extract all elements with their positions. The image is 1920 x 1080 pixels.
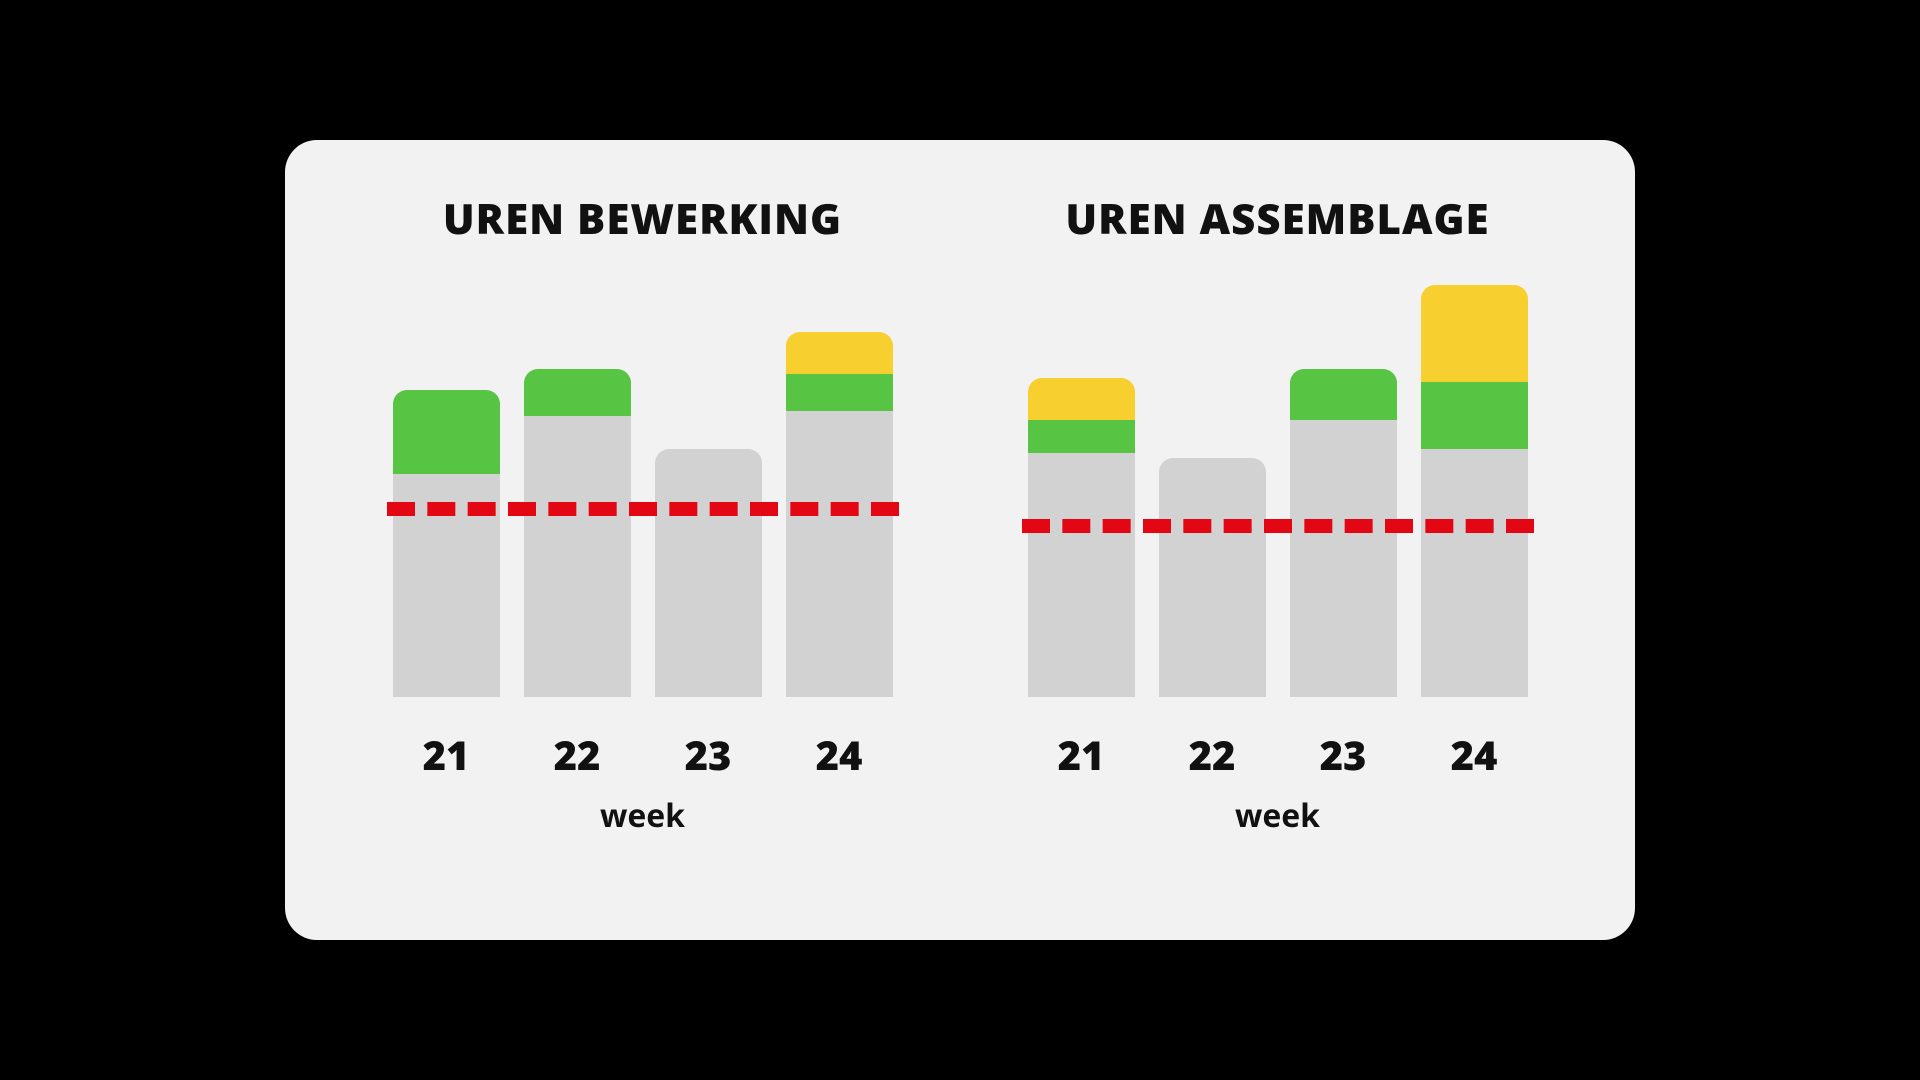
bar bbox=[1159, 277, 1266, 697]
bar-segment bbox=[1421, 382, 1528, 449]
bar-segment bbox=[1421, 449, 1528, 697]
x-tick-label: 23 bbox=[1290, 727, 1397, 782]
chart-assemblage: UREN ASSEMBLAGE 21 22 23 24 week bbox=[960, 190, 1595, 900]
bar bbox=[524, 277, 631, 697]
bar bbox=[655, 277, 762, 697]
plot-area-bewerking bbox=[393, 277, 893, 697]
bar-segment bbox=[393, 474, 500, 697]
bar-segment bbox=[1421, 285, 1528, 382]
bar-segment bbox=[1290, 420, 1397, 697]
bar bbox=[1028, 277, 1135, 697]
bar-segment bbox=[1159, 458, 1266, 697]
chart-title: UREN BEWERKING bbox=[443, 190, 842, 247]
bar-segment bbox=[786, 411, 893, 697]
bar-segment bbox=[1028, 453, 1135, 697]
chart-title: UREN ASSEMBLAGE bbox=[1065, 190, 1489, 247]
x-tick-label: 21 bbox=[393, 727, 500, 782]
bar bbox=[1421, 277, 1528, 697]
dashboard-card: UREN BEWERKING 21 22 23 24 week UREN ASSEMB… bbox=[285, 140, 1635, 940]
bar-segment bbox=[524, 416, 631, 697]
x-tick-label: 22 bbox=[524, 727, 631, 782]
plot-area-assemblage bbox=[1028, 277, 1528, 697]
bar-segment bbox=[1028, 420, 1135, 454]
bar bbox=[1290, 277, 1397, 697]
bar-segment bbox=[655, 449, 762, 697]
bar-segment bbox=[1290, 369, 1397, 419]
x-labels-assemblage: 21 22 23 24 bbox=[1028, 727, 1528, 782]
x-tick-label: 24 bbox=[786, 727, 893, 782]
axis-label: week bbox=[600, 794, 685, 837]
x-tick-label: 22 bbox=[1159, 727, 1266, 782]
bar-segment bbox=[1028, 378, 1135, 420]
axis-label: week bbox=[1235, 794, 1320, 837]
bar bbox=[786, 277, 893, 697]
x-tick-label: 21 bbox=[1028, 727, 1135, 782]
x-tick-label: 24 bbox=[1421, 727, 1528, 782]
x-tick-label: 23 bbox=[655, 727, 762, 782]
bar bbox=[393, 277, 500, 697]
x-labels-bewerking: 21 22 23 24 bbox=[393, 727, 893, 782]
bar-segment bbox=[786, 374, 893, 412]
bar-segment bbox=[393, 390, 500, 474]
bar-segment bbox=[786, 332, 893, 374]
chart-bewerking: UREN BEWERKING 21 22 23 24 week bbox=[325, 190, 960, 900]
bar-segment bbox=[524, 369, 631, 415]
